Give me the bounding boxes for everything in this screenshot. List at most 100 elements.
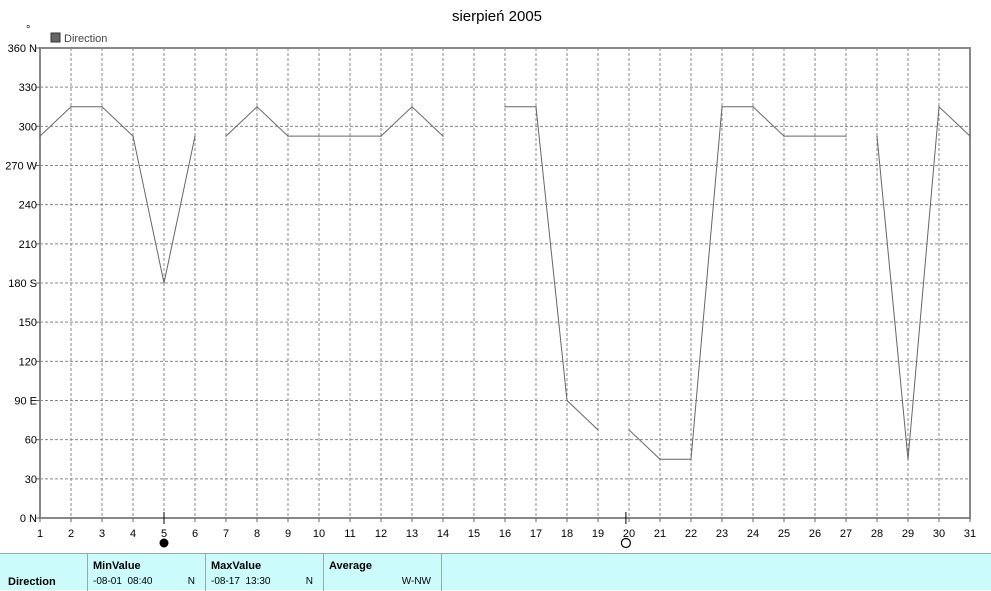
data-point [70, 106, 72, 108]
data-point [628, 429, 630, 431]
x-tick-label: 8 [254, 528, 260, 540]
data-point [845, 135, 847, 137]
x-tick-label: 2 [68, 528, 74, 540]
x-tick-label: 9 [285, 528, 291, 540]
data-point [659, 458, 661, 460]
data-point [907, 458, 909, 460]
statistics-panel: Direction MinValue -08-01 08:40 N MaxVal… [0, 553, 991, 591]
x-tick-label: 19 [592, 528, 604, 540]
y-tick-label: 270 W [5, 161, 37, 173]
x-tick-label: 11 [344, 528, 355, 540]
y-tick-label: 330 [19, 82, 37, 94]
y-tick-label: 300 [19, 121, 37, 133]
data-point [535, 106, 537, 108]
data-point [256, 106, 258, 108]
data-point [349, 135, 351, 137]
x-tick-label: 14 [437, 528, 449, 540]
min-value-cell: MinValue -08-01 08:40 N [88, 554, 206, 591]
full-moon-icon [620, 537, 632, 549]
x-tick-label: 31 [964, 528, 976, 540]
x-tick-label: 7 [223, 528, 229, 540]
x-tick-label: 13 [406, 528, 418, 540]
data-point [783, 135, 785, 137]
x-tick-label: 18 [561, 528, 573, 540]
x-tick-label: 23 [716, 528, 728, 540]
x-tick-label: 27 [840, 528, 852, 540]
data-point [876, 135, 878, 137]
data-point [566, 399, 568, 402]
max-value-header: MaxValue [211, 560, 262, 572]
y-tick-label: 120 [19, 356, 37, 368]
stats-row-label: Direction [8, 576, 56, 588]
y-tick-label: 360 N [8, 43, 37, 55]
x-tick-label: 26 [809, 528, 821, 540]
y-tick-label: 240 [19, 200, 37, 212]
series-line-segment [628, 106, 846, 460]
y-unit-mark: ° [26, 24, 30, 36]
data-point [442, 135, 444, 137]
x-tick-label: 20 [623, 528, 635, 540]
data-point [39, 135, 41, 137]
data-point [163, 282, 165, 284]
data-point [194, 135, 196, 137]
series-line-segment [505, 106, 599, 431]
x-tick-label: 12 [375, 528, 387, 540]
x-tick-label: 17 [530, 528, 542, 540]
y-tick-label: 150 [19, 317, 37, 329]
x-tick-label: 10 [313, 528, 325, 540]
y-tick-label: 210 [19, 239, 37, 251]
data-point [380, 135, 382, 137]
x-tick-label: 6 [192, 528, 198, 540]
x-tick-label: 3 [99, 528, 105, 540]
legend-label: Direction [64, 33, 107, 45]
x-tick-label: 1 [37, 528, 43, 540]
y-tick-label: 60 [25, 435, 37, 447]
data-point [225, 135, 227, 137]
y-tick-label: 30 [25, 474, 37, 486]
x-tick-label: 4 [130, 528, 136, 540]
max-value-datetime: -08-17 13:30 [211, 576, 271, 587]
x-tick-label: 16 [499, 528, 511, 540]
data-point [597, 429, 599, 431]
x-tick-label: 25 [778, 528, 790, 540]
x-tick-label: 30 [933, 528, 945, 540]
min-value-header: MinValue [93, 560, 141, 572]
x-tick-label: 29 [902, 528, 914, 540]
data-point [101, 106, 103, 108]
average-header: Average [329, 560, 373, 572]
data-point [411, 106, 413, 108]
new-moon-icon [159, 538, 169, 548]
y-tick-label: 0 N [20, 513, 37, 525]
data-point [504, 106, 506, 108]
min-value-direction: N [187, 576, 195, 587]
x-tick-label: 28 [871, 528, 883, 540]
max-value-direction: N [305, 576, 313, 587]
y-tick-label: 90 E [14, 396, 37, 408]
data-point [938, 106, 940, 108]
y-tick-label: 180 S [8, 278, 37, 290]
data-point [721, 106, 723, 108]
legend-swatch [50, 32, 61, 43]
series-line-segment [39, 106, 196, 284]
data-point [690, 458, 692, 460]
average-cell: Average W-NW [324, 554, 442, 591]
data-point [318, 135, 320, 137]
series-line-segment [225, 106, 444, 137]
x-tick-label: 15 [468, 528, 480, 540]
min-value-datetime: -08-01 08:40 [93, 576, 153, 587]
x-tick-label: 22 [685, 528, 697, 540]
max-value-cell: MaxValue -08-17 13:30 N [206, 554, 324, 591]
x-tick-label: 21 [654, 528, 666, 540]
data-point [814, 135, 816, 137]
chart-title: sierpień 2005 [452, 8, 542, 25]
series-line-segment [876, 105, 971, 460]
stats-row-label-cell: Direction [0, 554, 88, 591]
data-point [132, 135, 134, 137]
x-tick-label: 24 [747, 528, 759, 540]
average-value: W-NW [401, 576, 431, 587]
data-point [752, 106, 754, 108]
x-tick-label: 5 [161, 528, 167, 540]
data-point [287, 135, 289, 137]
data-point [969, 135, 971, 137]
